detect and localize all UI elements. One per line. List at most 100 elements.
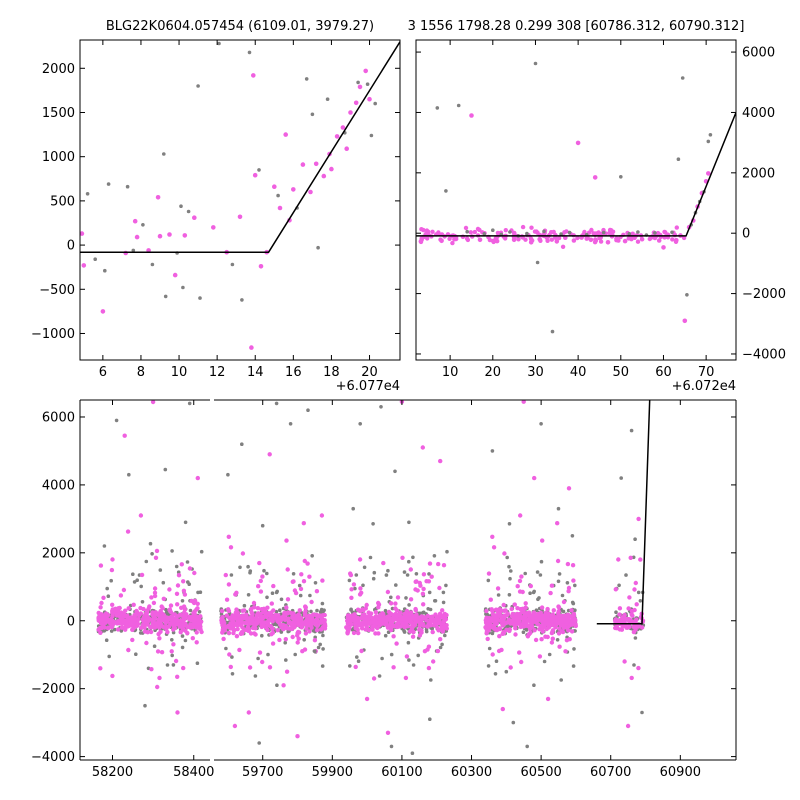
magenta-point — [610, 229, 616, 234]
magenta-point — [622, 612, 627, 618]
magenta-point — [313, 161, 319, 167]
gray-point — [539, 422, 543, 426]
magenta-point — [294, 613, 299, 619]
br-xtick-label: 59900 — [312, 765, 353, 780]
gray-point — [321, 633, 325, 638]
gray-point — [507, 522, 512, 526]
gray-point — [187, 401, 192, 406]
magenta-point — [549, 237, 554, 242]
magenta-point — [518, 607, 523, 612]
gray-point — [246, 564, 250, 569]
magenta-point — [440, 608, 445, 613]
gray-point — [150, 552, 154, 556]
magenta-point — [192, 611, 197, 616]
gray-point — [521, 630, 526, 634]
magenta-point — [158, 610, 163, 615]
magenta-point — [421, 572, 427, 577]
magenta-point — [167, 232, 172, 237]
bl-xtick-label: 58400 — [173, 765, 214, 780]
gray-point — [627, 232, 632, 236]
magenta-point — [532, 475, 537, 481]
magenta-point — [539, 637, 544, 642]
magenta-point — [430, 229, 435, 234]
magenta-point — [173, 617, 178, 622]
magenta-point — [415, 588, 420, 593]
magenta-point — [488, 622, 493, 627]
gray-point — [601, 230, 606, 235]
magenta-point — [253, 626, 258, 631]
magenta-point — [569, 629, 575, 634]
magenta-point — [592, 240, 598, 245]
magenta-point — [287, 619, 293, 625]
magenta-point — [154, 548, 160, 554]
magenta-point — [413, 607, 418, 613]
gray-point — [265, 595, 269, 600]
magenta-point — [545, 621, 550, 626]
magenta-point — [560, 244, 566, 249]
magenta-point — [163, 615, 169, 620]
magenta-point — [347, 625, 352, 631]
magenta-point — [127, 617, 132, 622]
magenta-point — [295, 640, 300, 645]
magenta-point — [433, 612, 438, 617]
gray-point — [632, 663, 636, 667]
magenta-point — [495, 586, 501, 591]
gray-point — [171, 663, 176, 667]
magenta-point — [174, 591, 180, 596]
magenta-point — [373, 610, 379, 615]
tr-ytick-label: 6000 — [742, 46, 775, 61]
gray-point — [507, 564, 511, 569]
magenta-point — [630, 613, 635, 618]
gray-point — [310, 112, 315, 117]
magenta-point — [99, 600, 104, 606]
magenta-point — [395, 595, 401, 600]
magenta-point — [441, 563, 447, 568]
tr-xtick-label: 60 — [655, 365, 672, 380]
gray-point — [163, 467, 168, 472]
magenta-point — [181, 579, 186, 584]
gray-point — [161, 580, 166, 585]
gray-point — [238, 565, 242, 570]
magenta-point — [296, 636, 301, 641]
title-left: BLG22K0604.057454 (6109.01, 3979.27) — [106, 19, 374, 34]
gray-point — [532, 683, 536, 687]
magenta-point — [173, 658, 179, 664]
magenta-point — [401, 615, 406, 621]
gray-point — [440, 642, 444, 647]
magenta-point — [98, 605, 103, 610]
gray-point — [247, 50, 252, 55]
magenta-point — [106, 625, 111, 630]
gray-point — [383, 608, 388, 613]
magenta-point — [158, 629, 163, 634]
magenta-point — [238, 623, 244, 628]
tl-xtick-label: 10 — [171, 365, 188, 380]
magenta-point — [463, 225, 469, 231]
magenta-point — [265, 621, 271, 626]
gray-point — [188, 608, 193, 613]
magenta-point — [413, 616, 418, 621]
magenta-point — [258, 578, 263, 584]
magenta-point — [345, 615, 351, 620]
gray-point — [325, 97, 330, 101]
magenta-point — [519, 574, 524, 579]
magenta-point — [142, 625, 147, 630]
b-ytick-label: 2000 — [42, 546, 75, 561]
panel-top-right: 10 20 30 40 50 60 70 −4000 −2000 0 2000 4000 6000 +6.… — [415, 39, 786, 394]
magenta-point — [493, 627, 498, 632]
magenta-point — [298, 617, 304, 623]
magenta-point — [383, 615, 388, 620]
magenta-point — [529, 225, 534, 230]
magenta-point — [281, 614, 286, 619]
magenta-point — [123, 250, 128, 256]
magenta-point — [366, 610, 371, 615]
gray-point — [547, 652, 552, 657]
magenta-point — [309, 599, 314, 605]
b-ytick-label: −2000 — [31, 682, 75, 697]
magenta-point — [438, 637, 443, 642]
magenta-point — [226, 630, 232, 636]
magenta-point — [234, 607, 239, 612]
magenta-point — [359, 648, 364, 654]
gray-point — [676, 157, 681, 161]
magenta-point — [537, 654, 543, 659]
gray-point — [389, 652, 394, 657]
